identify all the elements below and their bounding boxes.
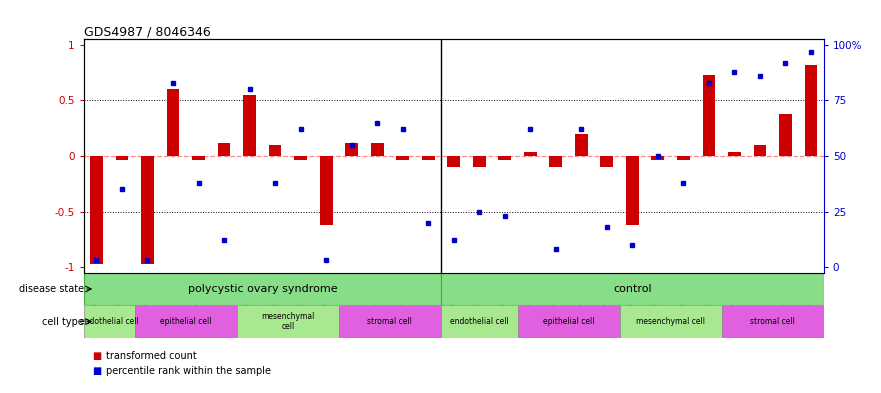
Bar [722, 305, 824, 338]
Text: percentile rank within the sample: percentile rank within the sample [106, 366, 270, 376]
Bar [345, 143, 358, 156]
Bar [448, 156, 460, 167]
Text: polycystic ovary syndrome: polycystic ovary syndrome [188, 284, 337, 294]
Text: stromal cell: stromal cell [751, 317, 796, 326]
Bar [651, 156, 664, 160]
Bar [677, 156, 690, 160]
Bar [524, 152, 537, 156]
Bar [517, 305, 619, 338]
Text: ■: ■ [93, 366, 101, 376]
Bar [441, 273, 824, 305]
Text: epithelial cell: epithelial cell [543, 317, 595, 326]
Bar [294, 156, 307, 160]
Bar [422, 156, 434, 160]
Text: endothelial cell: endothelial cell [450, 317, 508, 326]
Bar [339, 305, 441, 338]
Bar [115, 156, 129, 160]
Bar [135, 305, 237, 338]
Bar [728, 152, 741, 156]
Bar [473, 156, 485, 167]
Bar [141, 156, 154, 264]
Bar [626, 156, 639, 225]
Bar [84, 273, 441, 305]
Text: stromal cell: stromal cell [367, 317, 412, 326]
Text: epithelial cell: epithelial cell [160, 317, 211, 326]
Text: GDS4987 / 8046346: GDS4987 / 8046346 [84, 25, 211, 38]
Text: control: control [613, 284, 652, 294]
Bar [90, 156, 103, 264]
Text: mesenchymal cell: mesenchymal cell [636, 317, 705, 326]
Bar [753, 145, 766, 156]
Bar [84, 305, 135, 338]
Bar [619, 305, 722, 338]
Bar [779, 114, 792, 156]
Bar [702, 75, 715, 156]
Text: cell type: cell type [41, 317, 84, 327]
Bar [167, 89, 180, 156]
Bar [396, 156, 409, 160]
Bar [320, 156, 332, 225]
Bar [601, 156, 613, 167]
Bar [499, 156, 511, 160]
Text: endothelial cell: endothelial cell [80, 317, 138, 326]
Text: mesenchymal
cell: mesenchymal cell [261, 312, 315, 331]
Bar [550, 156, 562, 167]
Bar [192, 156, 205, 160]
Bar [371, 143, 383, 156]
Text: disease state: disease state [19, 284, 84, 294]
Bar [237, 305, 339, 338]
Bar [269, 145, 281, 156]
Bar [243, 95, 256, 156]
Bar [441, 305, 517, 338]
Bar [218, 143, 231, 156]
Bar [804, 65, 818, 156]
Text: ■: ■ [93, 351, 101, 361]
Bar [575, 134, 588, 156]
Text: transformed count: transformed count [106, 351, 196, 361]
